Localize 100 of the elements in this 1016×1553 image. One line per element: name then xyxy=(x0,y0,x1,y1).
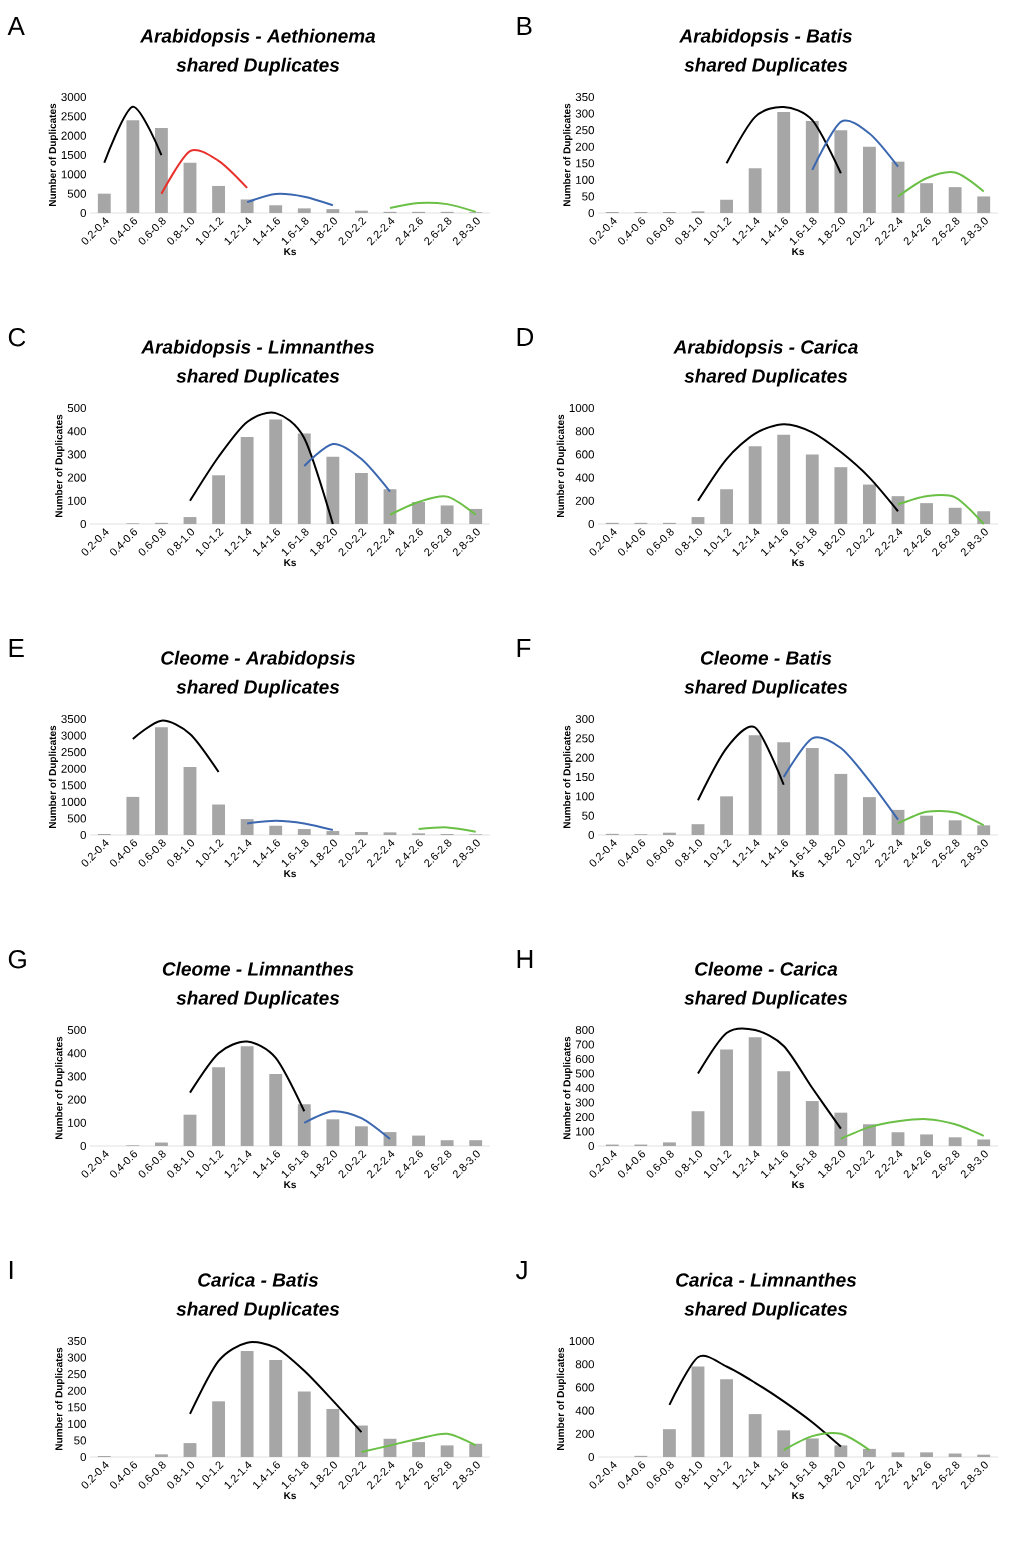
y-tick-label: 400 xyxy=(67,427,87,436)
chart-subtitle: shared Duplicates xyxy=(684,990,848,1009)
chart-subtitle: shared Duplicates xyxy=(684,368,848,387)
line-series xyxy=(697,725,785,802)
y-axis-title: Number of Duplicates xyxy=(563,103,573,207)
y-tick-label: 300 xyxy=(575,1098,595,1107)
text: H xyxy=(517,950,533,968)
y-tick-label: 600 xyxy=(575,1383,595,1392)
y-tick-label: 0 xyxy=(80,1141,87,1151)
y-axis-title: Number of Duplicates xyxy=(556,414,567,518)
y-tick-label: 1000 xyxy=(569,403,595,413)
chart-title: Cleome - Limnanthes xyxy=(162,961,354,976)
y-tick-label: 1500 xyxy=(61,150,87,160)
y-tick-label: 0 xyxy=(588,1141,595,1151)
y-tick-label: 100 xyxy=(576,1127,595,1136)
y-tick-label: 500 xyxy=(67,403,87,413)
y-tick-label: 500 xyxy=(67,189,87,198)
y-tick-label: 400 xyxy=(67,1049,87,1058)
y-tick-label: 100 xyxy=(68,1419,87,1428)
chart-title: Carica - Limnanthes xyxy=(676,1272,857,1287)
y-tick-label: 50 xyxy=(582,811,595,820)
y-tick-label: 0 xyxy=(80,830,87,840)
y-tick-label: 1000 xyxy=(569,1336,595,1346)
line-series xyxy=(389,201,477,213)
line-series xyxy=(360,1432,477,1454)
y-tick-label: 100 xyxy=(68,496,87,505)
y-tick-label: 150 xyxy=(576,772,595,782)
text: A xyxy=(7,17,25,35)
y-tick-label: 50 xyxy=(74,1436,87,1445)
y-tick-label: 600 xyxy=(575,450,595,459)
x-axis-title: Ks xyxy=(284,1492,296,1500)
y-tick-label: 3000 xyxy=(61,92,87,102)
y-tick-label: 100 xyxy=(576,175,595,184)
y-tick-label: 50 xyxy=(582,192,595,201)
y-tick-label: 100 xyxy=(576,792,595,801)
y-tick-label: 700 xyxy=(575,1040,595,1049)
y-tick-label: 500 xyxy=(575,1069,595,1078)
chart-subtitle: shared Duplicates xyxy=(176,57,340,76)
chart-title: Arabidopsis - Batis xyxy=(679,28,852,47)
line-series xyxy=(897,809,985,827)
line-series xyxy=(189,1341,363,1434)
y-tick-label: 2500 xyxy=(61,112,87,121)
line-series xyxy=(839,1118,985,1140)
y-axis-title: Number of Duplicates xyxy=(55,1036,65,1140)
y-tick-label: 0 xyxy=(588,830,595,840)
line-series xyxy=(725,105,842,175)
y-tick-label: 400 xyxy=(575,1083,595,1093)
y-tick-label: 200 xyxy=(575,1112,595,1122)
text: F xyxy=(517,639,531,657)
chart-subtitle: shared Duplicates xyxy=(684,1301,848,1320)
y-tick-label: 400 xyxy=(575,473,595,482)
x-axis-title: Ks xyxy=(792,248,804,256)
y-tick-label: 0 xyxy=(80,208,87,218)
y-tick-label: 3500 xyxy=(61,714,87,724)
y-tick-label: 500 xyxy=(67,814,87,823)
y-tick-label: 200 xyxy=(575,496,595,505)
y-tick-label: 300 xyxy=(575,714,595,724)
y-tick-label: 2000 xyxy=(61,131,87,140)
x-axis-title: Ks xyxy=(284,559,296,567)
y-tick-label: 800 xyxy=(575,1025,595,1035)
text: B xyxy=(517,17,532,35)
y-tick-label: 300 xyxy=(67,1353,87,1362)
y-tick-label: 2000 xyxy=(61,764,87,773)
y-tick-label: 0 xyxy=(588,208,595,218)
chart-subtitle: shared Duplicates xyxy=(176,990,340,1009)
chart-subtitle: shared Duplicates xyxy=(176,679,340,698)
x-axis-title: Ks xyxy=(284,870,296,878)
y-tick-label: 600 xyxy=(575,1054,595,1064)
y-tick-label: 2500 xyxy=(61,748,87,757)
y-tick-label: 800 xyxy=(575,427,595,436)
y-tick-label: 200 xyxy=(575,1429,595,1438)
line-series xyxy=(897,171,985,198)
chart-subtitle: shared Duplicates xyxy=(176,368,340,387)
line-series xyxy=(303,1110,391,1141)
y-tick-label: 300 xyxy=(575,109,595,118)
text: E xyxy=(9,639,24,657)
line-series xyxy=(303,442,391,493)
y-tick-label: 0 xyxy=(588,1452,595,1462)
y-tick-label: 3000 xyxy=(61,731,87,740)
x-axis-title: Ks xyxy=(792,1181,804,1189)
y-tick-label: 200 xyxy=(67,473,87,482)
y-tick-label: 0 xyxy=(80,519,87,529)
chart-title: Cleome - Batis xyxy=(700,650,832,665)
text: I xyxy=(9,1261,13,1279)
x-axis-title: Ks xyxy=(792,1492,804,1500)
y-axis-title: Number of Duplicates xyxy=(48,103,59,207)
y-tick-label: 300 xyxy=(67,1072,87,1081)
y-tick-label: 200 xyxy=(67,1095,87,1104)
line-series xyxy=(246,192,334,207)
text: J xyxy=(515,1261,527,1280)
y-tick-label: 0 xyxy=(588,519,595,529)
y-tick-label: 500 xyxy=(67,1025,87,1035)
line-series xyxy=(697,423,899,513)
y-axis-title: Number of Duplicates xyxy=(563,725,573,829)
y-axis-title: Number of Duplicates xyxy=(563,1036,573,1140)
y-tick-label: 0 xyxy=(80,1452,87,1462)
line-series xyxy=(189,411,334,526)
y-tick-label: 250 xyxy=(67,1370,87,1379)
x-axis-title: Ks xyxy=(284,1181,296,1189)
y-axis-title: Number of Duplicates xyxy=(55,1347,65,1451)
